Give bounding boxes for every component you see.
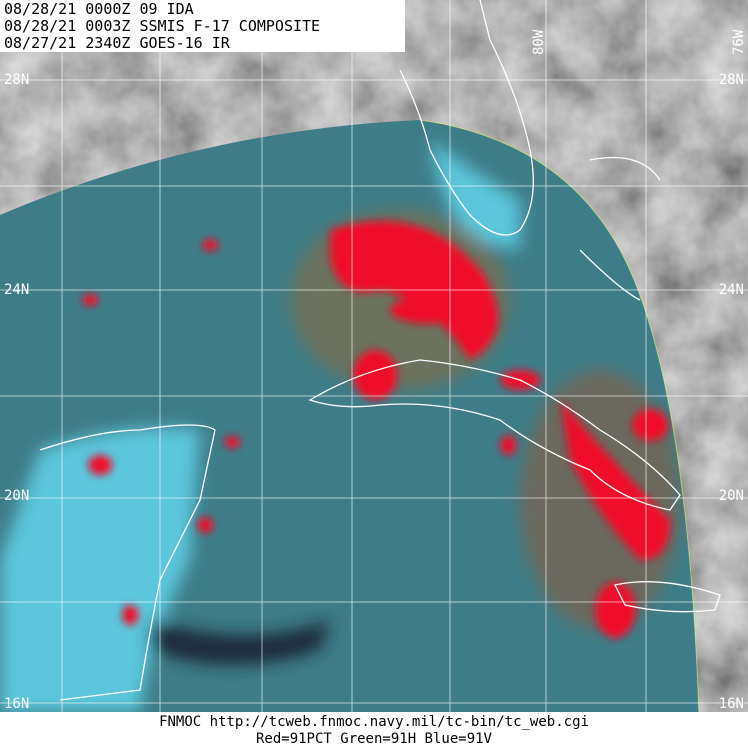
- microwave-swath: [0, 120, 700, 712]
- swath-edge: [419, 119, 701, 748]
- coastlines: [39, 0, 721, 701]
- lat-label: 16N: [719, 696, 744, 712]
- lat-label: 28N: [4, 72, 29, 88]
- lat-label: 16N: [4, 696, 29, 712]
- lon-label: 80W: [531, 29, 547, 55]
- header-box: [0, 0, 405, 52]
- header-line: 08/28/21 0003Z SSMIS F-17 COMPOSITE: [4, 17, 320, 35]
- lat-label: 20N: [4, 488, 29, 504]
- footer-channels: Red=91PCT Green=91H Blue=91V: [256, 731, 493, 747]
- graticule: [0, 0, 748, 712]
- lat-label: 20N: [719, 488, 744, 504]
- header-line: 08/28/21 0000Z 09 IDA: [4, 0, 194, 18]
- lat-label: 24N: [4, 282, 29, 298]
- lat-label: 24N: [719, 282, 744, 298]
- lon-label: 76W: [731, 29, 747, 55]
- footer-box: [0, 712, 748, 748]
- lat-label: 28N: [719, 72, 744, 88]
- footer-source: FNMOC http://tcweb.fnmoc.navy.mil/tc-bin…: [159, 714, 589, 730]
- header-line: 08/27/21 2340Z GOES-16 IR: [4, 34, 231, 52]
